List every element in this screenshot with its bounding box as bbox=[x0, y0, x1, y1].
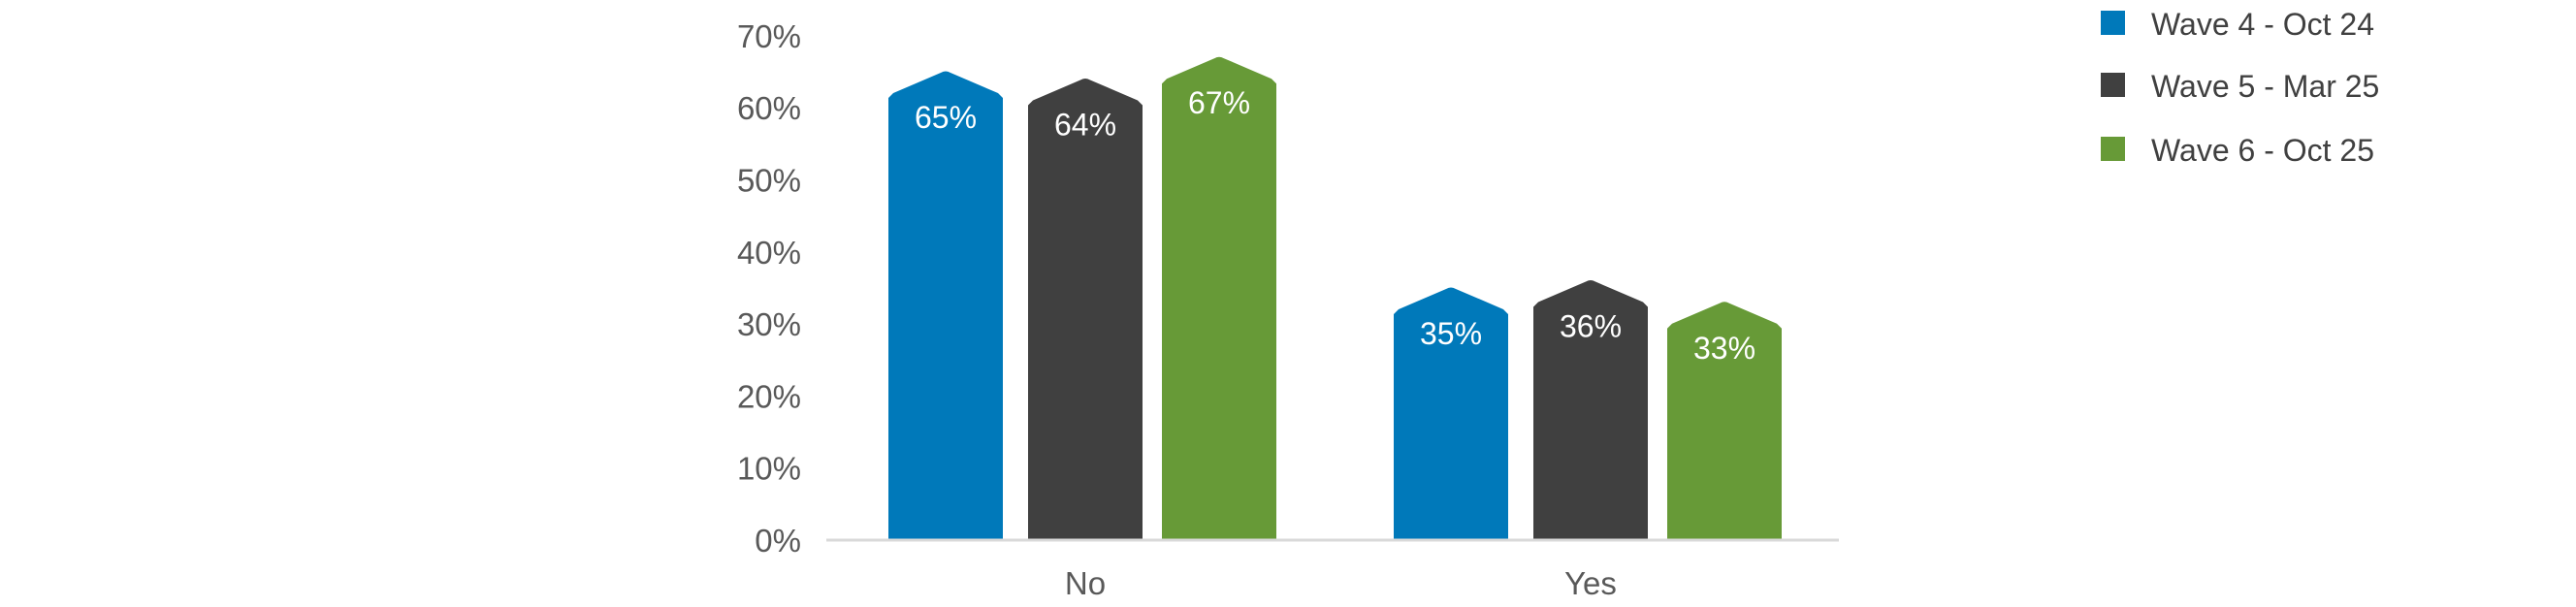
data-label: 35% bbox=[1420, 316, 1482, 351]
bar-no-series-1 bbox=[888, 71, 1003, 541]
bar-yes-series-3 bbox=[1667, 302, 1782, 540]
y-tick-label: 20% bbox=[737, 378, 801, 414]
bars: 65% 35% 64% 36% 67% 33% bbox=[888, 56, 1782, 541]
data-label: 64% bbox=[1054, 107, 1116, 142]
legend-swatch bbox=[2101, 137, 2125, 161]
y-tick-label: 10% bbox=[737, 451, 801, 487]
legend-label: Wave 5 - Mar 25 bbox=[2151, 69, 2379, 104]
y-tick-label: 60% bbox=[737, 90, 801, 126]
data-label: 65% bbox=[915, 100, 977, 135]
data-label: 36% bbox=[1560, 309, 1622, 344]
y-tick-label: 0% bbox=[755, 523, 801, 559]
data-label: 33% bbox=[1693, 331, 1755, 366]
y-axis: 0% 10% 20% 30% 40% 50% 60% 70% bbox=[737, 18, 801, 559]
legend-swatch bbox=[2101, 73, 2125, 97]
bar-no-series-2 bbox=[1028, 78, 1143, 540]
x-category-label: No bbox=[1065, 565, 1106, 601]
legend-swatch bbox=[2101, 11, 2125, 35]
x-category-label: Yes bbox=[1564, 565, 1617, 601]
legend: Wave 4 - Oct 24 Wave 5 - Mar 25 Wave 6 - O… bbox=[2101, 7, 2379, 168]
bar-yes-series-1 bbox=[1394, 287, 1508, 540]
x-axis: No Yes bbox=[826, 538, 1839, 601]
y-tick-label: 50% bbox=[737, 163, 801, 199]
y-tick-label: 70% bbox=[737, 18, 801, 54]
bar-yes-series-2 bbox=[1533, 280, 1648, 540]
bar-no-series-3 bbox=[1162, 56, 1276, 540]
legend-label: Wave 4 - Oct 24 bbox=[2151, 7, 2374, 42]
legend-label: Wave 6 - Oct 25 bbox=[2151, 133, 2374, 168]
y-tick-label: 40% bbox=[737, 235, 801, 271]
y-tick-label: 30% bbox=[737, 306, 801, 342]
data-label: 67% bbox=[1188, 85, 1250, 120]
